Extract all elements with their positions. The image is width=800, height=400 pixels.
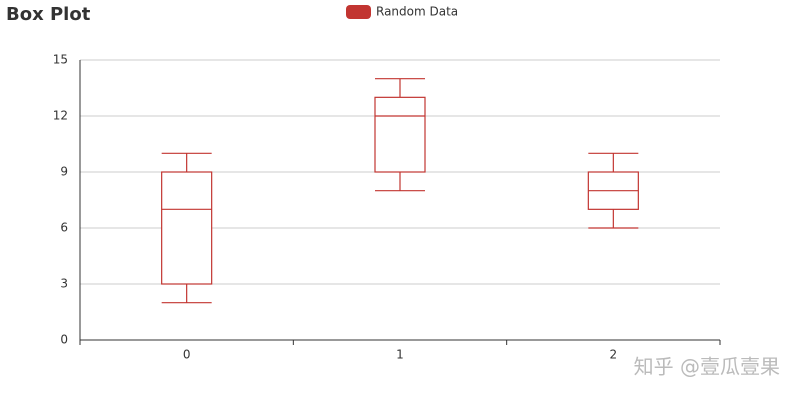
x-tick-label: 2 [610, 348, 618, 362]
box [374, 96, 426, 173]
legend-label: Random Data [376, 5, 458, 19]
watermark: 知乎 @壹瓜壹果 [634, 355, 780, 379]
y-tick-label: 0 [60, 333, 68, 347]
x-tick-label: 1 [396, 348, 404, 362]
y-tick-label: 6 [60, 221, 68, 235]
y-tick-label: 3 [60, 277, 68, 291]
chart-title: Box Plot [6, 4, 91, 25]
y-tick-label: 12 [53, 109, 68, 123]
box [161, 171, 213, 285]
legend-swatch [346, 5, 371, 19]
y-tick-label: 15 [53, 53, 68, 67]
x-tick-label: 0 [183, 348, 191, 362]
y-tick-label: 9 [60, 165, 68, 179]
